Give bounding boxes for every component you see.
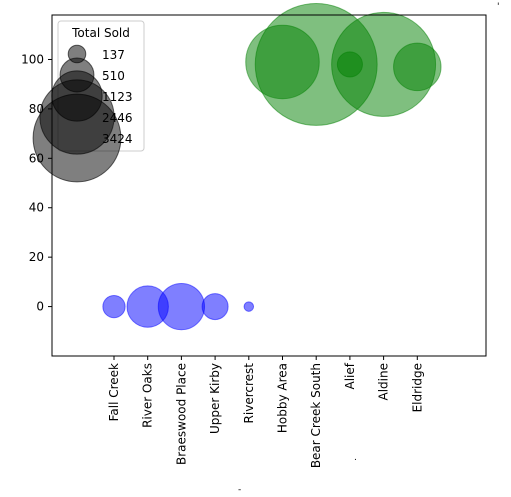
x-tick-label: River Oaks: [141, 363, 155, 428]
x-tick-label: Bear Creek South: [309, 363, 323, 468]
legend-label: 510: [102, 69, 125, 83]
x-tick-label: Eldridge: [410, 363, 424, 412]
x-tick-label: Fall Creek: [107, 363, 121, 421]
x-axis: Fall Creek River Oaks Braeswood Place Upper…: [107, 356, 424, 468]
x-tick-label: Upper Kirby: [208, 363, 222, 434]
y-tick-label: 0: [36, 300, 44, 314]
bubble-fall-creek: [102, 294, 126, 319]
bubble-braeswood-place: [157, 282, 206, 331]
bubble-upper-kirby: [201, 293, 229, 321]
stray-mark: -: [238, 485, 241, 495]
bubble-eldridge: [393, 42, 442, 92]
y-tick-label: 100: [21, 52, 44, 66]
stray-mark: .: [354, 453, 357, 463]
bubble-rivercrest: [243, 301, 255, 312]
legend-title: Total Sold: [71, 26, 130, 40]
y-tick-label: 40: [29, 201, 44, 215]
x-tick-label: Aldine: [377, 363, 391, 400]
legend-marker: [32, 93, 122, 183]
y-tick-label: 20: [29, 250, 44, 264]
legend-label: 3424: [102, 132, 133, 146]
plot-area-frame: [51, 14, 487, 357]
x-tick-label: Braeswood Place: [174, 363, 188, 465]
bubbles-layer: [102, 2, 442, 331]
stray-mark: ': [497, 2, 499, 12]
x-tick-label: Alief: [343, 362, 357, 389]
x-tick-label: Rivercrest: [242, 363, 256, 424]
legend-label: 137: [102, 48, 125, 62]
x-tick-label: Hobby Area: [276, 363, 290, 433]
